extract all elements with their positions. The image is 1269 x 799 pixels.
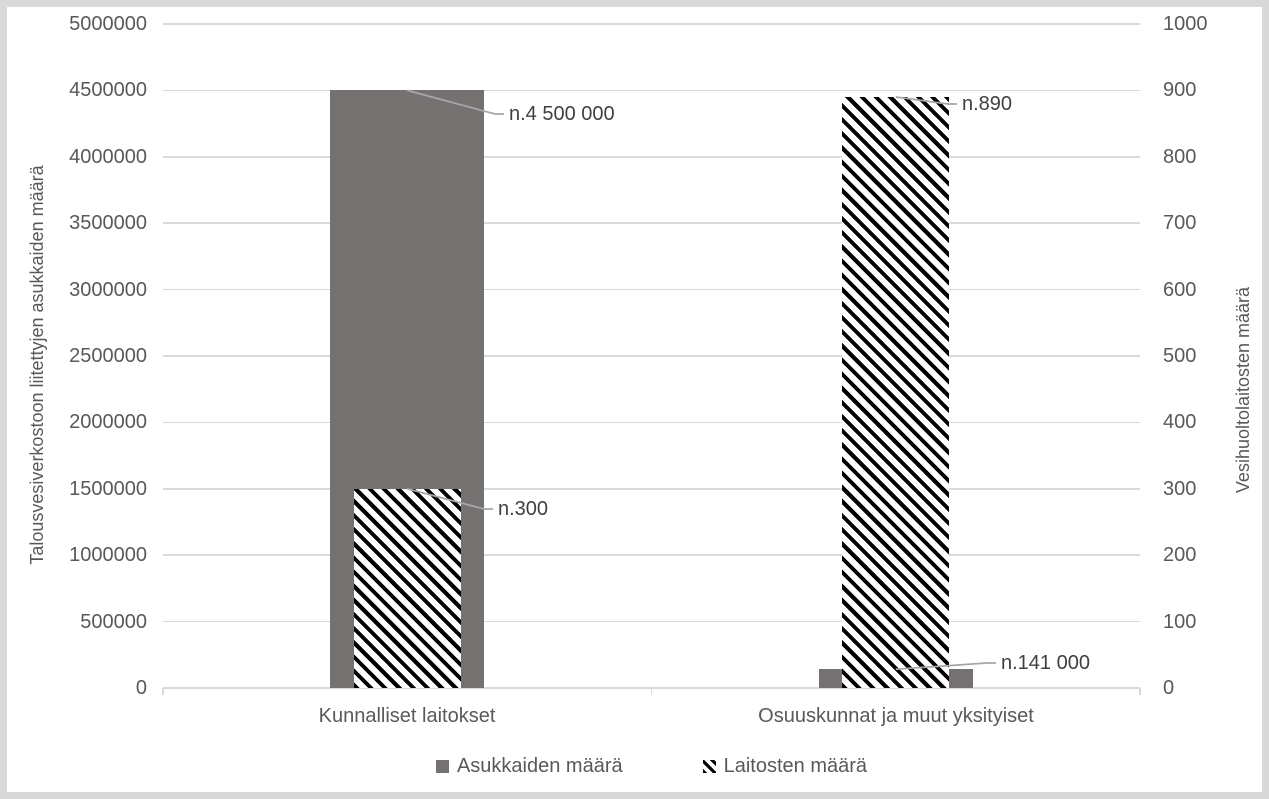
- gridline: [163, 89, 1140, 92]
- gridline: [163, 620, 1140, 623]
- data-label-asukkaiden-osuuskunnat: n.141 000: [1001, 652, 1090, 674]
- left-axis-tick-label: 1500000: [69, 477, 147, 500]
- left-axis-tick-label: 3000000: [69, 278, 147, 301]
- left-axis-tick-label: 3500000: [69, 212, 147, 235]
- gridline: [163, 156, 1140, 158]
- legend-marker-hatch-icon: [702, 759, 716, 773]
- legend-marker-solid-gray-icon: [435, 759, 449, 773]
- right-axis-tick-label: 900: [1163, 79, 1197, 102]
- left-axis-tick-label: 2000000: [69, 411, 147, 434]
- right-axis-tick-label: 300: [1163, 477, 1197, 500]
- right-axis-tick-label: 500: [1163, 345, 1197, 367]
- data-label-laitosten-kunnalliset: n.300: [498, 498, 549, 520]
- gridline: [163, 288, 1140, 291]
- left-axis-tick-label: 5000000: [69, 13, 147, 35]
- category-label-osuuskunnat: Osuuskunnat ja muut yksityiset: [758, 705, 1034, 727]
- left-axis-tick-label: 0: [135, 677, 147, 699]
- left-axis-title: Talousvesiverkostoon liitettyjen asukkai…: [27, 165, 47, 565]
- left-axis-tick-label: 1000000: [69, 544, 147, 567]
- gridline: [163, 355, 1140, 357]
- bar-laitosten-maara-cat0: [353, 488, 461, 688]
- right-axis-tick-label: 1000: [1163, 13, 1208, 35]
- category-axis-tick: [1139, 688, 1141, 695]
- right-axis-tick-label: 600: [1163, 278, 1197, 301]
- category-axis-tick: [650, 688, 653, 695]
- gridline: [163, 23, 1140, 25]
- legend: Asukkaiden määrä Laitosten määrä: [163, 751, 1140, 781]
- gridline: [163, 488, 1140, 490]
- legend-label-asukkaiden: Asukkaiden määrä: [456, 754, 623, 777]
- gridline: [163, 222, 1140, 224]
- data-label-laitosten-osuuskunnat: n.890: [962, 93, 1013, 115]
- right-axis-tick-label: 400: [1163, 411, 1197, 434]
- gridline: [163, 554, 1140, 556]
- right-axis-tick-label: 700: [1163, 212, 1197, 235]
- right-axis-tick-label: 800: [1163, 145, 1197, 168]
- gridline: [163, 421, 1140, 424]
- left-axis-tick-label: 4500000: [69, 79, 147, 102]
- category-label-kunnalliset: Kunnalliset laitokset: [318, 705, 496, 727]
- left-axis-tick-label: 4000000: [69, 145, 147, 168]
- bar-laitosten-maara-cat1: [842, 97, 950, 688]
- right-axis-tick-label: 200: [1163, 544, 1197, 567]
- right-axis-title: Vesihuoltolaitosten määrä: [1233, 286, 1253, 494]
- category-axis-tick: [162, 688, 164, 695]
- left-axis-tick-label: 2500000: [69, 345, 147, 367]
- right-axis-tick-label: 0: [1163, 677, 1175, 699]
- data-label-asukkaiden-kunnalliset: n.4 500 000: [509, 103, 615, 125]
- right-axis-tick-label: 100: [1163, 610, 1197, 633]
- left-axis-tick-label: 500000: [80, 610, 147, 633]
- legend-entry-laitosten: Laitosten määrä: [702, 754, 868, 778]
- legend-entry-asukkaiden: Asukkaiden määrä: [435, 754, 623, 778]
- legend-label-laitosten: Laitosten määrä: [723, 754, 868, 777]
